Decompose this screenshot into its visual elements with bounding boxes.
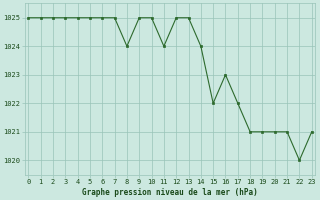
X-axis label: Graphe pression niveau de la mer (hPa): Graphe pression niveau de la mer (hPa) — [82, 188, 258, 197]
